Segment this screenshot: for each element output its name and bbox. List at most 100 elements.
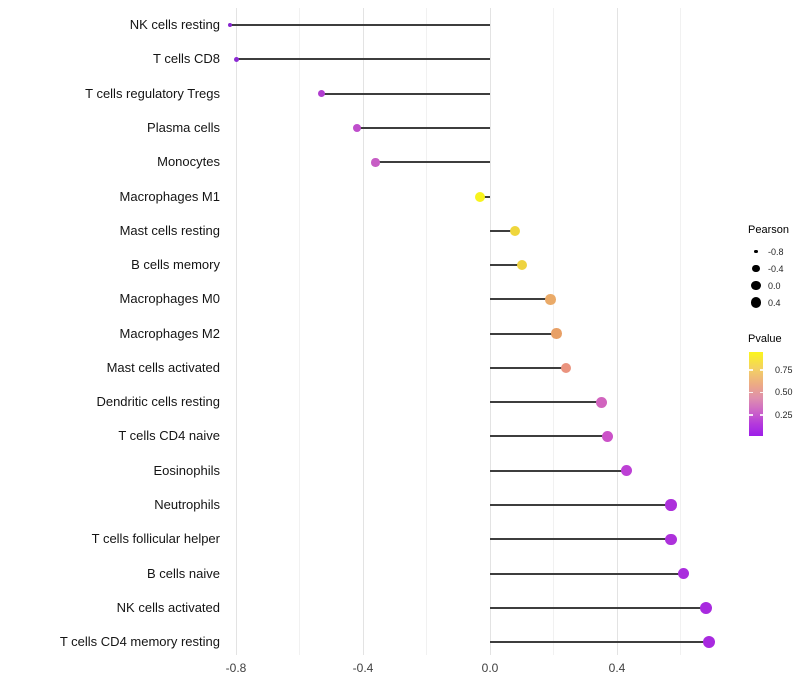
lollipop-dot (595, 396, 607, 408)
lollipop-dot (677, 567, 690, 580)
gridline-major (362, 8, 364, 655)
legend-size-dot (752, 264, 760, 273)
gridline-minor (426, 8, 427, 655)
lollipop-stem (490, 538, 671, 541)
category-label: Neutrophils (154, 496, 220, 512)
lollipop-stem (490, 264, 522, 267)
colorbar-tick-label: 0.25 (775, 409, 793, 420)
lollipop-dot (699, 601, 713, 615)
lollipop-stem (356, 127, 490, 129)
colorbar-tick (749, 414, 753, 416)
legend-size-label: -0.4 (768, 263, 784, 274)
lollipop-dot (317, 89, 326, 98)
lollipop-dot (702, 635, 716, 649)
category-label: T cells CD4 memory resting (59, 634, 220, 650)
category-label: Dendritic cells resting (96, 394, 220, 410)
legend-size-label: 0.0 (768, 280, 781, 291)
lollipop-dot (233, 56, 239, 62)
legend-dot-cell (748, 297, 764, 308)
category-label: Macrophages M0 (119, 291, 220, 307)
lollipop-stem (236, 58, 490, 61)
x-tick-label: -0.4 (352, 661, 374, 675)
lollipop-dot (620, 464, 633, 477)
colorbar-tick-label: 0.75 (775, 364, 793, 375)
lollipop-stem (490, 332, 557, 335)
lollipop-dot (510, 225, 521, 236)
legend-dot-cell (748, 264, 764, 273)
gridline-major (489, 8, 491, 655)
legend-size-dot (754, 249, 758, 254)
pearson-legend-entry: -0.4 (748, 260, 800, 277)
x-tick-label: 0.4 (608, 661, 626, 675)
lollipop-stem (490, 435, 608, 438)
gridline-major (616, 8, 618, 655)
category-label: T cells CD4 naive (118, 428, 220, 444)
legend-size-label: -0.8 (768, 246, 784, 257)
lollipop-stem (490, 469, 627, 472)
category-label: T cells CD8 (153, 51, 220, 67)
lollipop-dot (560, 362, 572, 374)
lollipop-dot (545, 294, 556, 305)
lollipop-dot (665, 533, 677, 545)
pearson-legend-entry: 0.0 (748, 277, 800, 294)
pvalue-colorbar: 0.75 0.50 0.25 (749, 352, 793, 436)
colorbar-tick (749, 369, 753, 371)
colorbar-tick (759, 414, 763, 416)
x-tick-label: 0.0 (481, 661, 499, 675)
category-label: Macrophages M2 (119, 325, 220, 341)
category-label: Mast cells resting (119, 222, 220, 238)
category-label: B cells naive (147, 565, 220, 581)
pearson-legend-entry: 0.4 (748, 294, 800, 311)
lollipop-stem (490, 366, 567, 369)
category-label: Mast cells activated (106, 359, 220, 375)
pearson-legend-entries: -0.8 -0.4 0.0 0.4 (742, 243, 800, 311)
legend-dot-cell (748, 280, 764, 291)
category-label: NK cells resting (129, 17, 220, 33)
x-tick-label: -0.8 (225, 661, 247, 675)
pearson-legend-entry: -0.8 (748, 243, 800, 260)
lollipop-stem (490, 503, 671, 506)
category-label: Plasma cells (147, 120, 220, 135)
colorbar-tick-label: 0.50 (775, 387, 793, 398)
colorbar-tick (749, 391, 753, 394)
gridline-minor (299, 8, 300, 655)
category-label: Monocytes (157, 154, 220, 170)
colorbar-tick (759, 391, 763, 394)
lollipop-dot (352, 124, 361, 132)
category-label: NK cells activated (116, 599, 220, 615)
category-label: T cells regulatory Tregs (85, 85, 220, 101)
legend-size-label: 0.4 (768, 297, 781, 308)
pearson-legend-title: Pearson (748, 224, 789, 236)
lollipop-stem (490, 401, 602, 404)
pvalue-color-legend: Pvalue 0.75 0.50 0.25 (742, 333, 800, 436)
lollipop-stem (229, 24, 490, 27)
colorbar-tick (759, 369, 763, 371)
category-label: Macrophages M1 (119, 188, 220, 204)
category-label: Eosinophils (153, 462, 221, 478)
lollipop-stem (490, 572, 684, 575)
lollipop-stem (490, 298, 551, 301)
lollipop-dot (475, 191, 486, 202)
gridline-major (235, 8, 237, 655)
pvalue-legend-title: Pvalue (748, 333, 782, 345)
lollipop-dot (601, 430, 613, 442)
lollipop-stem (490, 641, 710, 644)
lollipop-stem (480, 195, 490, 198)
lollipop-stem (490, 606, 706, 609)
pearson-size-legend: Pearson -0.8 -0.4 0.0 0.4 (742, 224, 800, 311)
lollipop-stem (375, 161, 490, 164)
legend-size-dot (750, 297, 762, 308)
lollipop-stem (321, 92, 490, 95)
lollipop-dot (227, 23, 232, 28)
lollipop-dot (551, 328, 562, 339)
category-label: B cells memory (131, 257, 220, 273)
legend-size-dot (751, 280, 761, 291)
category-label: T cells follicular helper (91, 531, 220, 547)
lollipop-dot (371, 158, 380, 167)
legend-dot-cell (748, 249, 764, 254)
lollipop-dot (665, 499, 677, 511)
gridline-minor (680, 8, 681, 655)
lollipop-dot (516, 259, 527, 271)
lollipop-stem (490, 229, 516, 232)
